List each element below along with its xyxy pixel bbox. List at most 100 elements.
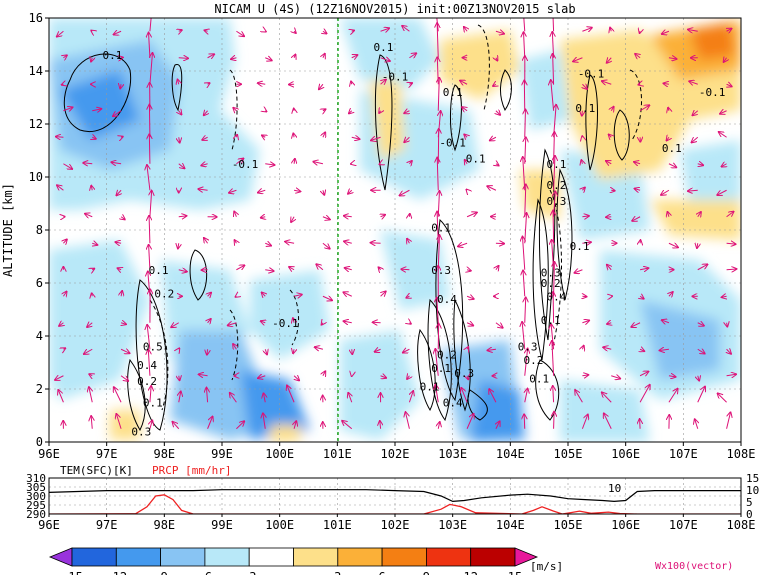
- wind-vector: [381, 215, 385, 217]
- wind-vector: [462, 107, 467, 111]
- wind-vector: [435, 385, 438, 403]
- wind-vector: [662, 31, 670, 34]
- wind-vector: [114, 31, 122, 34]
- wind-vector: [380, 58, 390, 61]
- x-tick-label: 108E: [727, 447, 756, 461]
- contour-label: 0.4: [443, 396, 463, 409]
- wind-vector: [351, 137, 360, 139]
- wind-vector: [553, 386, 554, 403]
- wind-vector: [437, 212, 438, 244]
- colorbar-label: 9: [423, 570, 430, 575]
- wind-vector: [63, 163, 72, 169]
- grid: [49, 18, 741, 442]
- wind-vector: [634, 162, 641, 164]
- wind-vector: [63, 292, 66, 297]
- wind-vector: [293, 190, 300, 191]
- wind-vector: [689, 81, 698, 84]
- x-tick-label: 104E: [496, 447, 525, 461]
- wind-vector: [718, 393, 727, 403]
- wind-vector: [92, 137, 96, 139]
- wind-vector: [229, 190, 237, 193]
- wind-vector: [294, 159, 295, 164]
- wind-vector: [435, 349, 438, 376]
- colorbar-box: [204, 547, 250, 567]
- wind-vector: [727, 349, 731, 353]
- wind-vector: [258, 376, 266, 378]
- colorbar-extend-low: [48, 547, 73, 567]
- wind-vector: [352, 55, 358, 58]
- sub-plot: [48, 477, 742, 515]
- wind-vector: [695, 419, 698, 429]
- wind-vector: [403, 349, 410, 352]
- wind-vector: [607, 323, 611, 324]
- wind-vector: [581, 160, 582, 164]
- wind-vector: [551, 324, 553, 350]
- wind-vector: [726, 243, 736, 244]
- colorbar-box: [160, 547, 206, 567]
- wind-vector: [92, 293, 93, 296]
- wind-vector: [632, 217, 641, 221]
- wind-vector: [604, 413, 612, 429]
- wind-vector: [230, 393, 237, 403]
- wind-vector: [552, 32, 553, 58]
- wind-vector: [150, 420, 152, 429]
- wind-vector: [294, 55, 295, 58]
- sub-x-tick-label: 105E: [554, 518, 583, 532]
- sub-y-tick-label-right: 15: [746, 472, 759, 485]
- wind-vector: [91, 416, 92, 429]
- contour-label: 0.1: [443, 86, 463, 99]
- wind-vector: [635, 189, 640, 191]
- wind-vector: [179, 392, 181, 403]
- wind-vector: [489, 389, 497, 403]
- wind-vector: [554, 132, 555, 164]
- wind-vector: [496, 421, 500, 429]
- wind-vector: [236, 159, 243, 165]
- wind-vector: [91, 58, 92, 62]
- wind-vector: [611, 107, 613, 111]
- prcp-line: [49, 494, 741, 514]
- y-tick-label: 10: [29, 170, 43, 184]
- wind-vector: [406, 296, 409, 297]
- wind-vector: [436, 18, 439, 32]
- wind-vector: [668, 164, 676, 168]
- wind-vector: [149, 18, 152, 32]
- wind-vector: [228, 323, 237, 326]
- contour-label: 0.2: [437, 349, 457, 362]
- wind-vector: [640, 296, 644, 298]
- wind-vector: [293, 295, 302, 297]
- wind-vector: [294, 376, 299, 381]
- wind-vector: [663, 83, 669, 84]
- wind-vector: [607, 265, 611, 270]
- wind-vector: [345, 268, 352, 270]
- wind-vector: [208, 319, 211, 323]
- wind-vector: [322, 296, 332, 300]
- wind-vector: [147, 165, 150, 191]
- sub-x-tick-label: 103E: [438, 518, 467, 532]
- wind-vector: [344, 321, 352, 323]
- wind-vector: [373, 322, 381, 323]
- wind-vector: [697, 323, 704, 326]
- wind-vector: [525, 110, 526, 138]
- wind-vector: [522, 237, 524, 270]
- wind-vector: [409, 391, 413, 403]
- wind-vector: [118, 268, 121, 270]
- wind-vector: [488, 349, 496, 350]
- wind-vector: [265, 243, 271, 245]
- wind-vector: [92, 109, 101, 111]
- wind-vector: [265, 164, 274, 165]
- wind-vector: [490, 137, 497, 140]
- wind-vector: [285, 242, 295, 244]
- wind-vector: [496, 111, 500, 115]
- wind-vector: [525, 137, 526, 164]
- wind-vector: [371, 243, 381, 244]
- wind-vector: [351, 82, 352, 85]
- wind-vector: [554, 156, 555, 191]
- prcp-label: PRCP [mm/hr]: [152, 464, 231, 477]
- sub-y-tick-label-left: 295: [26, 499, 46, 512]
- wind-vector: [258, 83, 266, 84]
- wind-vector: [91, 186, 92, 191]
- wind-vector: [400, 189, 410, 195]
- wind-vector: [692, 137, 699, 142]
- x-tick-label: 103E: [438, 447, 467, 461]
- wind-vector: [635, 54, 640, 58]
